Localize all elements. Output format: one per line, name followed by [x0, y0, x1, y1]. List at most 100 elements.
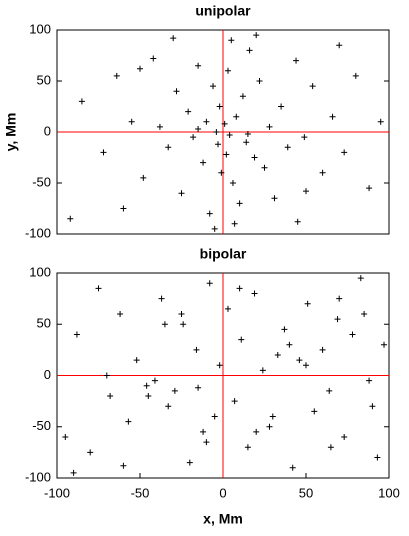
y-tick-label: -50 [32, 174, 51, 189]
point [251, 154, 258, 161]
point [231, 220, 238, 227]
point [200, 428, 207, 435]
y-tick-label: -50 [32, 418, 51, 433]
point [133, 357, 140, 364]
point [216, 362, 223, 369]
point [120, 205, 127, 212]
point [334, 316, 341, 323]
point [266, 123, 273, 130]
point [366, 377, 373, 384]
point [120, 462, 127, 469]
chart-title: bipolar [200, 246, 247, 262]
point [239, 93, 246, 100]
point [304, 300, 311, 307]
point [180, 321, 187, 328]
point [165, 403, 172, 410]
point [211, 225, 218, 232]
point [303, 188, 309, 195]
point [206, 210, 213, 217]
point [259, 367, 266, 374]
point [244, 444, 251, 451]
point [78, 98, 85, 105]
x-tick-label: -100 [44, 485, 70, 500]
point [151, 377, 158, 384]
point [293, 57, 300, 64]
point [178, 190, 185, 197]
point [336, 42, 343, 49]
point [226, 132, 233, 139]
point [95, 285, 102, 292]
point [309, 83, 316, 90]
point [62, 434, 69, 440]
point [336, 295, 343, 302]
point [319, 346, 326, 353]
point [193, 346, 200, 353]
point [128, 118, 135, 125]
point [341, 149, 348, 156]
y-tick-label: 100 [29, 264, 51, 279]
x-axis-label: x, Mm [203, 511, 243, 527]
point [200, 159, 207, 166]
point [274, 352, 281, 358]
point [223, 151, 230, 158]
point [271, 195, 278, 202]
point [319, 169, 326, 176]
point [143, 382, 150, 389]
point [190, 134, 197, 141]
point [253, 32, 260, 39]
point [296, 357, 303, 364]
y-tick-label: 50 [37, 316, 51, 331]
point [117, 311, 124, 317]
point [173, 88, 180, 95]
point [377, 118, 384, 125]
point [67, 215, 74, 222]
point [158, 295, 165, 302]
chart-title: unipolar [195, 3, 251, 19]
point [224, 67, 231, 74]
point [156, 123, 163, 130]
point [374, 454, 381, 461]
point [228, 37, 235, 44]
point [206, 280, 213, 287]
point [266, 423, 273, 430]
x-tick-label: 0 [219, 485, 226, 500]
point [369, 403, 376, 410]
point [213, 129, 220, 135]
point [125, 418, 132, 425]
point [253, 428, 260, 435]
point [352, 72, 359, 79]
point [150, 55, 157, 62]
point [221, 120, 228, 127]
point [218, 169, 225, 176]
x-tick-label: -50 [131, 485, 150, 500]
point [216, 103, 223, 110]
point [294, 218, 301, 225]
x-tick-label: 100 [378, 485, 400, 500]
point [329, 113, 336, 120]
point [140, 174, 147, 181]
point [224, 305, 231, 312]
point [341, 434, 348, 440]
point [311, 408, 318, 415]
point [70, 469, 77, 476]
point [289, 464, 296, 471]
point [246, 47, 253, 54]
point [301, 134, 308, 141]
point [361, 311, 368, 317]
point [165, 144, 172, 151]
point [236, 285, 243, 292]
point [238, 336, 245, 343]
point [243, 139, 250, 146]
y-tick-label: -100 [25, 469, 51, 484]
y-tick-label: 0 [44, 123, 51, 138]
point [137, 65, 143, 72]
point [284, 144, 291, 151]
point [256, 78, 263, 84]
point [278, 103, 285, 110]
point [231, 398, 238, 405]
point [236, 200, 243, 207]
point [195, 125, 202, 132]
point [281, 326, 288, 333]
point [327, 444, 334, 451]
